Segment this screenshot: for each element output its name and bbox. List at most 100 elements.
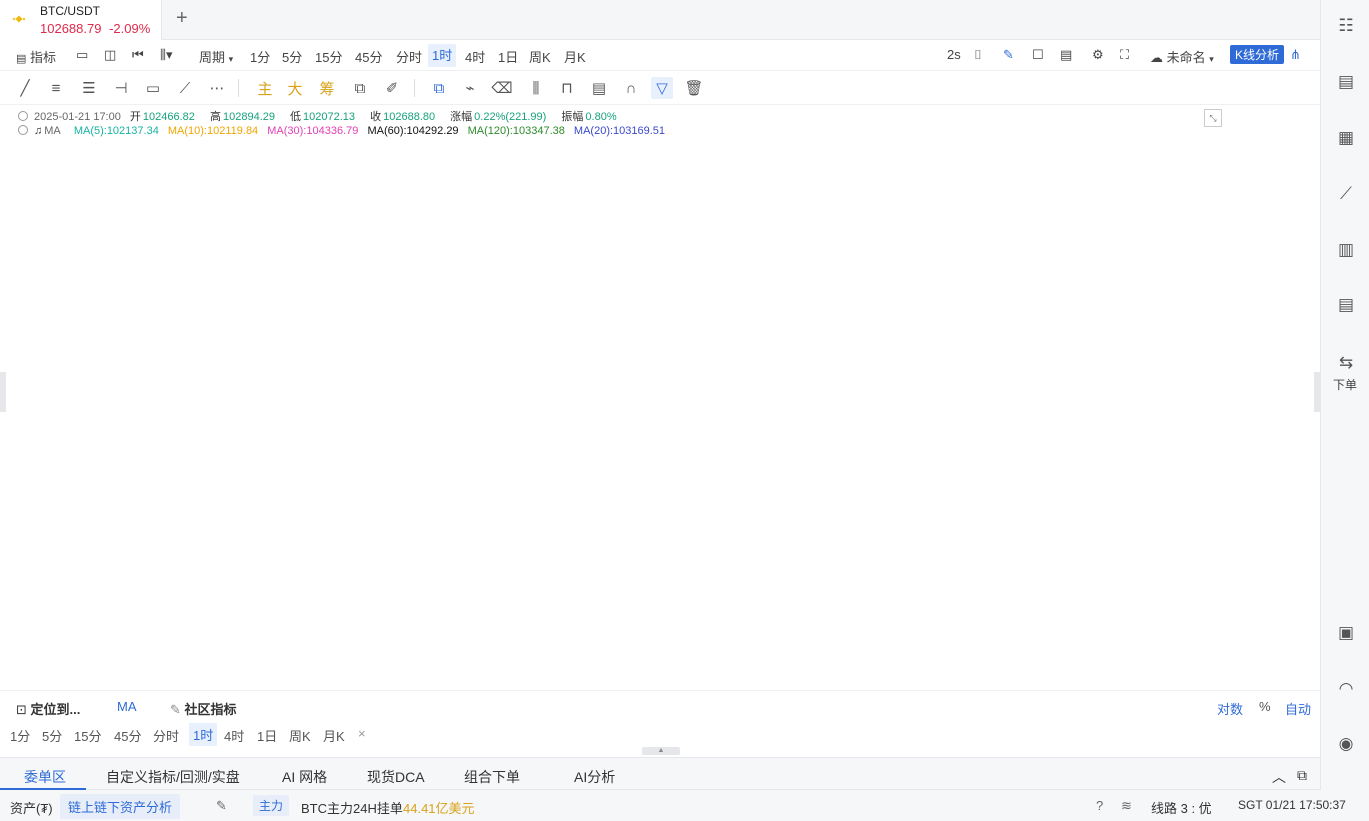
quick-interval-1d[interactable]: 1日 <box>257 729 278 744</box>
save-icon[interactable]: ▤ <box>1060 47 1073 62</box>
data-table-icon[interactable]: ▤ <box>1337 295 1355 314</box>
add-tab-button[interactable]: + <box>176 7 188 29</box>
tab-btc-usdt[interactable]: BTC/USDT 102688.79 -2.09% <box>0 0 162 40</box>
asset-analysis-button[interactable]: 链上链下资产分析 <box>60 794 181 819</box>
log-scale-toggle[interactable]: 对数 <box>1217 702 1244 717</box>
help-icon[interactable]: ? <box>1096 798 1104 813</box>
document-icon[interactable]: ▤ <box>1337 72 1355 91</box>
quick-interval-month[interactable]: 月K <box>323 729 345 744</box>
tab-ai-grid[interactable]: AI 网格 <box>282 769 328 785</box>
camera-icon[interactable]: ⌷ <box>974 47 982 62</box>
interval-1d[interactable]: 1日 <box>498 50 519 65</box>
left-collapse-handle[interactable] <box>0 372 6 412</box>
quick-interval-week[interactable]: 周K <box>289 729 311 744</box>
bell-icon[interactable]: ♫ <box>34 125 43 137</box>
ma-indicator-tab[interactable]: MA <box>117 699 137 714</box>
calendar-icon[interactable]: ▭ <box>76 47 89 62</box>
collapse-panel-icon[interactable]: ︿ <box>1272 769 1286 785</box>
fullscreen-icon[interactable]: ⛶ <box>1120 47 1130 62</box>
bot-avatar-icon[interactable]: ◉ <box>1338 734 1354 753</box>
main-force-chip[interactable]: 主力 <box>253 795 290 816</box>
collapse-chart-icon[interactable]: ⤡ <box>1204 109 1222 127</box>
quick-interval-5m[interactable]: 5分 <box>42 729 63 744</box>
headset-icon[interactable]: ◠ <box>1338 679 1354 698</box>
eraser-icon[interactable]: ⌫ <box>491 80 513 97</box>
layout-icon[interactable]: ◫ <box>104 47 117 62</box>
quick-interval-1m[interactable]: 1分 <box>10 729 31 744</box>
kline-chart[interactable]: 2025-01-21 17:00 开 102466.82 高 102894.29 低… <box>0 105 1320 690</box>
layout-list-icon[interactable]: ☷ <box>1338 16 1354 35</box>
interval-timeline[interactable]: 分时 <box>396 50 423 65</box>
tab-combo-order[interactable]: 组合下单 <box>464 769 520 785</box>
trendline-icon[interactable]: ╱ <box>20 80 30 97</box>
quick-interval-45m[interactable]: 45分 <box>114 729 142 744</box>
place-order-label[interactable]: 下单 <box>1332 378 1357 392</box>
tab-spot-dca[interactable]: 现货DCA <box>367 769 425 785</box>
interval-week[interactable]: 周K <box>529 50 551 65</box>
order-icon[interactable]: ⇆ <box>1338 353 1354 372</box>
interval-month[interactable]: 月K <box>564 50 586 65</box>
collapse-icon[interactable] <box>18 125 28 135</box>
community-indicator-button[interactable]: ✎ 社区指标 <box>170 699 237 718</box>
trend-chart-icon[interactable]: ⟋ <box>1340 184 1352 203</box>
network-line[interactable]: 线路 3 : 优 <box>1151 801 1212 816</box>
replay-icon[interactable]: ⏮ <box>132 47 144 62</box>
bar-chart-icon[interactable]: ▥ <box>1337 240 1355 259</box>
panel-resize-handle[interactable]: ▲ <box>642 747 680 755</box>
share-icon[interactable]: ⋔ <box>1290 47 1301 62</box>
quick-interval-15m[interactable]: 15分 <box>74 729 102 744</box>
right-collapse-handle[interactable] <box>1314 372 1320 412</box>
more-icon[interactable]: ⋯ <box>209 80 225 97</box>
quick-interval-timeline[interactable]: 分时 <box>153 729 180 744</box>
big-order-button[interactable]: 大 <box>287 80 303 98</box>
filter-icon[interactable]: ▽ <box>651 77 673 99</box>
parallel-lines-icon[interactable]: ≡ <box>51 79 61 97</box>
chart-type-icon[interactable]: ⫼▾ <box>160 47 173 62</box>
pen-icon[interactable]: ✐ <box>385 80 399 97</box>
interval-45m[interactable]: 45分 <box>355 50 383 65</box>
candle-body <box>457 394 460 397</box>
interval-15m[interactable]: 15分 <box>315 50 343 65</box>
interval-1m[interactable]: 1分 <box>250 50 271 65</box>
tab-ai-analysis[interactable]: AI分析 <box>574 769 616 785</box>
magnet-icon[interactable]: ∩ <box>625 79 637 97</box>
close-icon[interactable]: × <box>358 726 366 741</box>
quick-interval-1h[interactable]: 1时 <box>189 723 218 746</box>
candle-body <box>400 404 403 406</box>
quick-interval-4h[interactable]: 4时 <box>224 729 245 744</box>
collapse-icon[interactable] <box>18 111 28 121</box>
channel-icon[interactable]: ☰ <box>82 80 96 97</box>
window-icon[interactable]: ▣ <box>1337 623 1355 642</box>
orderbook-icon[interactable]: ▦ <box>1337 128 1355 147</box>
kline-analysis-button[interactable]: K线分析 <box>1230 45 1285 64</box>
chip-button[interactable]: 筹 <box>319 80 335 98</box>
horizontal-line-icon[interactable]: ⊣ <box>114 80 128 97</box>
layout-name-dropdown[interactable]: ☁ 未命名 ▾ <box>1150 47 1214 66</box>
percent-scale-toggle[interactable]: % <box>1259 699 1271 714</box>
note-icon[interactable]: ☐ <box>1032 47 1044 62</box>
auto-scale-toggle[interactable]: 自动 <box>1285 702 1312 717</box>
settings-icon[interactable]: ⚙ <box>1092 47 1104 62</box>
main-force-button[interactable]: 主 <box>257 80 273 98</box>
indicators-button[interactable]: ▤ 指标 <box>16 47 56 66</box>
popout-icon[interactable]: ⧉ <box>1297 767 1307 783</box>
lock-icon[interactable]: ⊓ <box>561 80 573 97</box>
pencil-icon[interactable]: ✎ <box>216 798 227 813</box>
period-dropdown[interactable]: 周期 ▾ <box>199 47 233 66</box>
trash-icon[interactable]: 🗑 <box>684 80 704 97</box>
edit-icon[interactable]: ✎ <box>1003 47 1014 62</box>
candles-icon[interactable]: ⫼ <box>532 79 540 97</box>
refresh-interval[interactable]: 2s <box>947 47 961 62</box>
tab-orders[interactable]: 委单区 <box>24 769 66 785</box>
interval-5m[interactable]: 5分 <box>282 50 303 65</box>
template-icon[interactable]: ▤ <box>591 80 607 97</box>
link-icon[interactable]: ⌁ <box>465 80 475 97</box>
copy-icon[interactable]: ⧉ <box>433 79 445 97</box>
interval-4h[interactable]: 4时 <box>465 50 486 65</box>
interval-1h[interactable]: 1时 <box>428 44 457 67</box>
rectangle-icon[interactable]: ▭ <box>145 80 161 97</box>
overlay-icon[interactable]: ⧉ <box>354 79 366 97</box>
locate-button[interactable]: ⊡ 定位到... <box>16 699 80 718</box>
ruler-icon[interactable]: ⟋ <box>179 79 191 97</box>
tab-custom-indicators[interactable]: 自定义指标/回测/实盘 <box>106 769 240 785</box>
